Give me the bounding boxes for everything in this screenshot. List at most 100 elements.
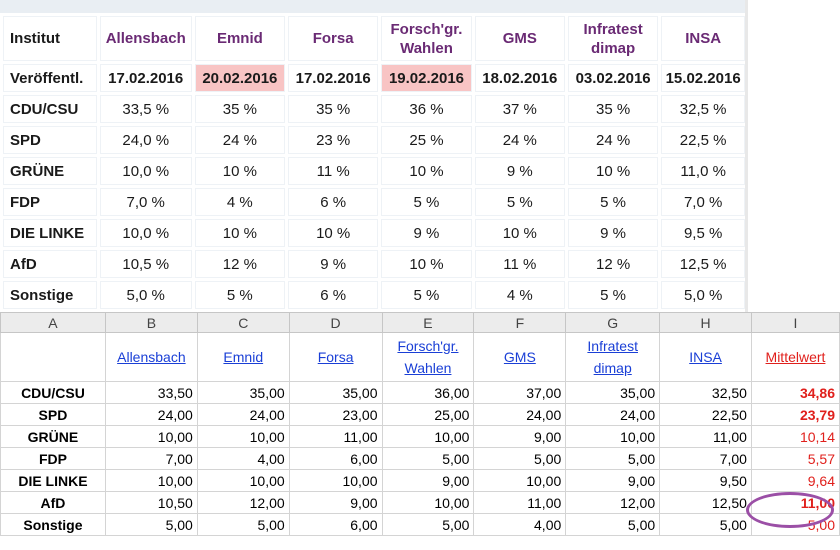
sheet-value[interactable]: 24,00 [196, 403, 290, 426]
column-header[interactable]: D [288, 312, 383, 333]
sheet-value[interactable]: 25,00 [381, 403, 475, 426]
sheet-value[interactable]: 5,00 [104, 513, 198, 536]
spreadsheet[interactable]: A B C D E F G H I Allensbach Emnid Forsa Forsch'gr. W… [0, 312, 840, 550]
sheet-value[interactable]: 35,00 [196, 381, 290, 404]
sheet-value[interactable]: 33,50 [104, 381, 198, 404]
sheet-value[interactable]: 22,50 [659, 403, 752, 426]
sheet-value[interactable]: 36,00 [381, 381, 475, 404]
sheet-value[interactable]: 7,00 [659, 447, 752, 470]
sheet-row: GRÜNE 10,00 10,00 11,00 10,00 9,00 10,00 11,00 1… [0, 425, 840, 448]
sheet-value[interactable]: 9,00 [565, 469, 661, 492]
sheet-value[interactable]: 5,00 [196, 513, 290, 536]
poll-value: 35 % [567, 95, 659, 123]
poll-value: 9 % [474, 157, 565, 185]
sheet-value[interactable]: 24,00 [565, 403, 661, 426]
sheet-party-name[interactable]: FDP [0, 447, 106, 470]
sheet-party-name[interactable]: CDU/CSU [0, 381, 106, 404]
mean-value[interactable]: 10,14 [750, 425, 840, 448]
sheet-value[interactable]: 11,00 [288, 425, 383, 448]
sheet-value[interactable]: 12,50 [659, 491, 752, 514]
institute-link-cell[interactable]: Allensbach [104, 332, 198, 382]
sheet-value[interactable]: 5,00 [565, 447, 661, 470]
empty-cell[interactable] [0, 332, 106, 382]
institute-link-cell[interactable]: Infratest dimap [565, 332, 661, 382]
sheet-value[interactable]: 5,00 [565, 513, 661, 536]
sheet-value[interactable]: 10,00 [104, 469, 198, 492]
column-header[interactable]: I [750, 312, 840, 333]
poll-value: 6 % [288, 188, 379, 216]
party-name: FDP [3, 188, 97, 216]
mean-header-cell[interactable]: Mittelwert [750, 332, 840, 382]
sheet-party-name[interactable]: Sonstige [0, 513, 106, 536]
sheet-value[interactable]: 11,00 [473, 491, 567, 514]
poll-value: 4 % [194, 188, 286, 216]
sheet-value[interactable]: 5,00 [473, 447, 567, 470]
sheet-value[interactable]: 12,00 [565, 491, 661, 514]
sheet-value[interactable]: 5,00 [381, 513, 475, 536]
mean-value[interactable]: 34,86 [750, 381, 840, 404]
institute-link-cell[interactable]: Forsa [288, 332, 383, 382]
sheet-value[interactable]: 23,00 [288, 403, 383, 426]
sheet-value[interactable]: 10,00 [196, 469, 290, 492]
sheet-value[interactable]: 10,00 [288, 469, 383, 492]
column-header[interactable]: H [659, 312, 752, 333]
sheet-value[interactable]: 24,00 [104, 403, 198, 426]
sheet-value[interactable]: 32,50 [659, 381, 752, 404]
sheet-value[interactable]: 35,00 [565, 381, 661, 404]
sheet-value[interactable]: 37,00 [473, 381, 567, 404]
sheet-value[interactable]: 6,00 [288, 447, 383, 470]
sheet-party-name[interactable]: DIE LINKE [0, 469, 106, 492]
sheet-value[interactable]: 7,00 [104, 447, 198, 470]
poll-value: 35 % [288, 95, 379, 123]
sheet-value[interactable]: 10,00 [473, 469, 567, 492]
institute-link-cell[interactable]: INSA [659, 332, 752, 382]
sheet-value[interactable]: 9,00 [288, 491, 383, 514]
sheet-value[interactable]: 9,50 [659, 469, 752, 492]
sheet-value[interactable]: 4,00 [473, 513, 567, 536]
sheet-value[interactable]: 6,00 [288, 513, 383, 536]
mean-value[interactable]: 23,79 [750, 403, 840, 426]
sheet-value[interactable]: 10,00 [565, 425, 661, 448]
sheet-value[interactable]: 10,00 [196, 425, 290, 448]
sheet-party-name[interactable]: SPD [0, 403, 106, 426]
poll-value: 10 % [474, 219, 565, 247]
poll-value: 10 % [381, 250, 472, 278]
institute-link-cell[interactable]: Emnid [196, 332, 290, 382]
column-header[interactable]: A [0, 312, 106, 333]
sheet-value[interactable]: 10,50 [104, 491, 198, 514]
poll-value: 35 % [194, 95, 286, 123]
sheet-party-name[interactable]: AfD [0, 491, 106, 514]
date-label: Veröffentl. [3, 64, 97, 92]
sheet-value[interactable]: 5,00 [659, 513, 752, 536]
sheet-value[interactable]: 10,00 [381, 491, 475, 514]
institute-link-cell[interactable]: GMS [473, 332, 567, 382]
column-header[interactable]: E [381, 312, 475, 333]
institute-name: INSA [685, 30, 722, 47]
column-header[interactable]: F [473, 312, 567, 333]
party-name: DIE LINKE [3, 219, 97, 247]
party-row: GRÜNE 10,0 % 10 % 11 % 10 % 9 % 10 % 11,0 % [3, 157, 745, 185]
poll-value: 10,0 % [99, 219, 192, 247]
sheet-value[interactable]: 5,00 [381, 447, 475, 470]
column-header[interactable]: G [565, 312, 661, 333]
column-header[interactable]: C [196, 312, 290, 333]
sheet-value[interactable]: 9,00 [473, 425, 567, 448]
party-name: CDU/CSU [3, 95, 97, 123]
column-header[interactable]: B [104, 312, 198, 333]
institute-link-cell[interactable]: Forsch'gr. Wahlen [381, 332, 475, 382]
sheet-value[interactable]: 12,00 [196, 491, 290, 514]
sheet-value[interactable]: 10,00 [104, 425, 198, 448]
sheet-party-name[interactable]: GRÜNE [0, 425, 106, 448]
poll-value: 24 % [567, 126, 659, 154]
poll-value: 10 % [194, 157, 286, 185]
institute-header: INSA [661, 16, 745, 61]
sheet-value[interactable]: 35,00 [288, 381, 383, 404]
mean-value[interactable]: 9,64 [750, 469, 840, 492]
sheet-value[interactable]: 11,00 [659, 425, 752, 448]
sheet-value[interactable]: 9,00 [381, 469, 475, 492]
mean-value[interactable]: 5,57 [750, 447, 840, 470]
sheet-value[interactable]: 24,00 [473, 403, 567, 426]
sheet-value[interactable]: 4,00 [196, 447, 290, 470]
sheet-value[interactable]: 10,00 [381, 425, 475, 448]
spreadsheet-grid: A B C D E F G H I Allensbach Emnid Forsa Forsch'gr. W… [0, 312, 840, 536]
